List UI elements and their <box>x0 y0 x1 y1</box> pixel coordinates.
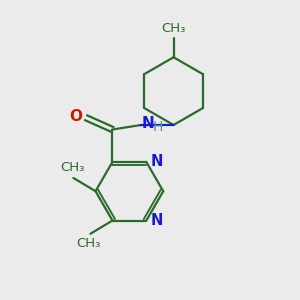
Text: H: H <box>153 120 163 134</box>
Text: CH₃: CH₃ <box>77 237 101 250</box>
Text: N: N <box>150 154 163 169</box>
Text: N: N <box>142 116 155 131</box>
Text: CH₃: CH₃ <box>60 161 84 174</box>
Text: O: O <box>69 109 82 124</box>
Text: CH₃: CH₃ <box>161 22 186 35</box>
Text: N: N <box>150 213 163 228</box>
